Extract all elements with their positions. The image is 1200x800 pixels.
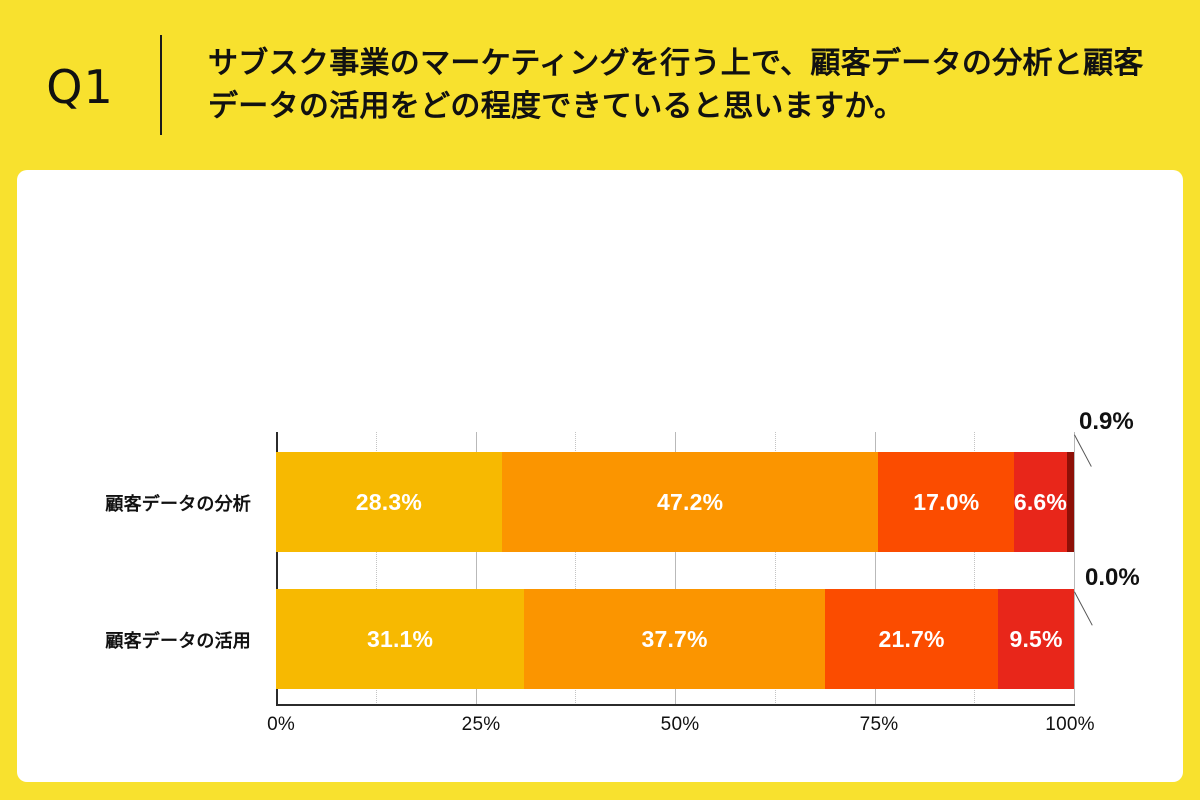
bar-segment-label: 28.3%: [355, 488, 423, 515]
x-tick-label: 50%: [660, 714, 700, 735]
callout-leader-line: [1074, 434, 1093, 467]
bar-segment-label: 37.7%: [641, 625, 708, 652]
chart-card: 顧客データの分析 顧客データの活用 28.3% 47.2% 17.0% 6.6%…: [17, 170, 1183, 782]
bar-row: 31.1% 37.7% 21.7% 9.5%: [276, 589, 1074, 689]
bar-segment[interactable]: 9.5%: [998, 589, 1074, 689]
bar-segment-label: 47.2%: [657, 488, 724, 515]
gridline-major-25: [475, 432, 477, 705]
question-text: サブスク事業のマーケティングを行う上で、顧客データの分析と顧客データの活用をどの…: [208, 46, 1144, 124]
bar-segment[interactable]: 6.6%: [1014, 452, 1067, 552]
bar-segment[interactable]: 21.7%: [825, 589, 999, 689]
bar-segment-label: 9.5%: [1009, 625, 1063, 652]
bar-segment[interactable]: 31.1%: [276, 589, 525, 689]
question-header: Q1 サブスク事業のマーケティングを行う上で、顧客データの分析と顧客データの活用…: [0, 0, 1200, 170]
category-label-0: 顧客データの分析: [105, 494, 251, 514]
x-tick-label: 100%: [1045, 714, 1095, 735]
header-divider: [160, 35, 162, 135]
gridline-major-50: [675, 432, 676, 705]
x-tick-label: 75%: [859, 714, 899, 735]
x-tick-label: 0%: [267, 714, 295, 735]
bar-segment-label: 17.0%: [913, 488, 980, 515]
bar-segment-label: 6.6%: [1013, 488, 1068, 515]
gridline-minor-4: [974, 432, 976, 705]
bar-segment-label: 31.1%: [366, 625, 434, 652]
callout-leader-line: [1074, 591, 1094, 626]
question-number: Q1: [46, 60, 114, 114]
gridline-minor-3: [774, 432, 776, 705]
bar-segment-label: 21.7%: [878, 625, 945, 652]
bar-segment[interactable]: 28.3%: [276, 452, 502, 552]
bar-segment[interactable]: 37.7%: [524, 589, 826, 689]
x-axis-line: [276, 704, 1075, 706]
gridline-minor-1: [375, 432, 377, 705]
bar-segment[interactable]: [1066, 452, 1074, 552]
bar-segment[interactable]: 47.2%: [501, 452, 879, 552]
gridline-minor-2: [575, 432, 577, 705]
callout-label: 0.9%: [1079, 408, 1134, 435]
gridline-major-75: [874, 432, 876, 705]
gridline-major-100: [1074, 432, 1075, 705]
bar-row: 28.3% 47.2% 17.0% 6.6%: [276, 452, 1074, 552]
x-tick-label: 25%: [461, 714, 501, 735]
y-axis-line: [276, 432, 278, 705]
callout-label: 0.0%: [1085, 564, 1140, 591]
bar-segment[interactable]: 17.0%: [878, 452, 1015, 552]
category-label-1: 顧客データの活用: [105, 631, 251, 651]
